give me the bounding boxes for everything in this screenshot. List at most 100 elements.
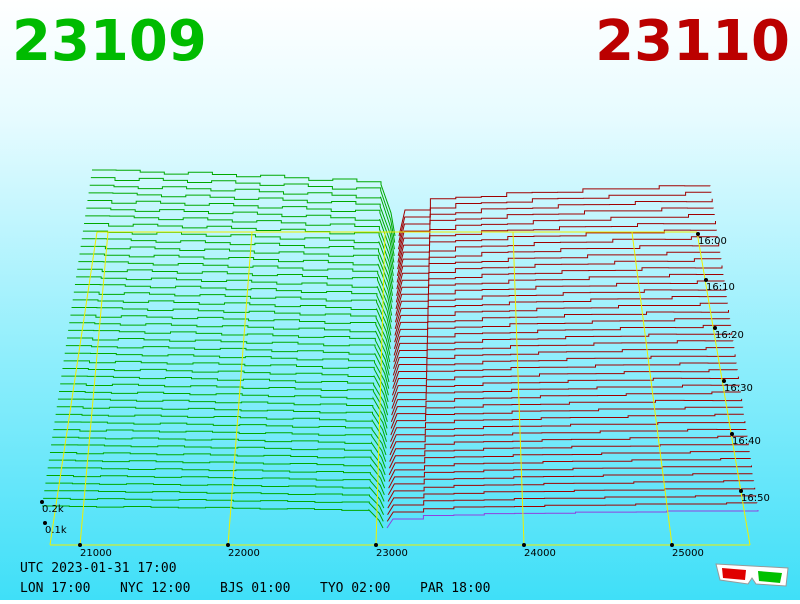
bid-depth-line <box>86 207 395 270</box>
bid-depth-line <box>87 200 395 263</box>
ask-depth-line <box>391 384 740 416</box>
ask-depth-line <box>387 487 756 509</box>
bid-depth-line <box>56 406 388 442</box>
bid-depth-line <box>69 322 391 369</box>
bid-depth-line <box>44 490 384 515</box>
ask-depth-line <box>391 362 737 396</box>
ask-depth-line <box>393 324 732 363</box>
ask-depth-line <box>397 214 715 263</box>
ask-depth-line <box>397 221 716 270</box>
ask-depth-line <box>387 480 755 502</box>
ask-depth-line <box>396 236 719 283</box>
bid-depth-line <box>71 306 391 356</box>
bid-depth-line <box>54 421 387 456</box>
bid-depth-line <box>74 284 392 336</box>
price-grid-line <box>79 231 109 546</box>
bid-depth-line <box>88 192 395 256</box>
ask-depth-line <box>391 376 739 409</box>
ask-depth-line <box>395 273 724 316</box>
bid-depth-line <box>60 383 388 422</box>
ask-depth-line <box>393 310 729 349</box>
bid-depth-line <box>89 184 395 250</box>
bid-depth-line <box>90 177 396 243</box>
bid-depth-line <box>67 337 390 383</box>
ask-price: 23110 <box>595 9 790 74</box>
ask-depth-line <box>389 421 746 449</box>
ask-depth-line <box>394 296 727 336</box>
ask-depth-line <box>386 502 758 522</box>
price-tick-dot <box>522 543 526 547</box>
bid-depth-line <box>42 505 384 529</box>
ask-depth-line <box>392 340 734 376</box>
ask-depth-line <box>388 465 752 489</box>
bid-depth-line <box>68 329 390 376</box>
ask-depth-line <box>396 251 721 296</box>
bid-depth-line <box>77 268 392 323</box>
price-grid-line <box>227 231 253 546</box>
price-tick-label: 24000 <box>524 548 556 559</box>
timezone-clock: TYO 02:00 <box>320 581 390 596</box>
ask-depth-line <box>392 354 736 389</box>
depth-tick-label: 0.1k <box>45 525 67 536</box>
bid-depth-line <box>48 459 386 489</box>
glasses-icon <box>715 563 789 587</box>
timezone-clock: BJS 01:00 <box>220 581 290 596</box>
ask-depth-line <box>394 280 725 323</box>
timezone-clock: LON 17:00 <box>20 581 90 596</box>
depth-mesh <box>42 169 759 529</box>
time-tick-dot <box>704 278 708 282</box>
bid-depth-line <box>81 238 394 296</box>
price-grid-line <box>375 231 386 546</box>
ask-depth-line <box>393 332 733 369</box>
price-tick-label: 22000 <box>228 548 260 559</box>
time-tick-label: 16:30 <box>724 383 753 394</box>
price-tick-dot <box>670 543 674 547</box>
ask-depth-line <box>396 243 720 290</box>
ask-depth-line <box>395 265 723 310</box>
ask-depth-line <box>387 473 753 496</box>
utc-time: UTC 2023-01-31 17:00 <box>20 561 177 576</box>
ask-depth-line <box>396 229 717 276</box>
bid-depth-line <box>59 390 388 429</box>
price-tick-dot <box>78 543 82 547</box>
price-tick-label: 21000 <box>80 548 112 559</box>
time-tick-label: 16:20 <box>715 330 744 341</box>
ask-depth-line <box>388 458 751 482</box>
bid-depth-line <box>84 222 394 283</box>
ask-depth-line <box>392 347 735 383</box>
time-tick-dot <box>696 232 700 236</box>
price-grid-line <box>512 231 525 546</box>
bid-depth-line <box>47 467 385 496</box>
time-tick-dot <box>713 326 717 330</box>
ask-depth-line <box>389 435 748 462</box>
ask-depth-line <box>390 406 744 436</box>
ask-depth-line <box>386 510 759 529</box>
ask-depth-line <box>391 369 738 403</box>
ask-depth-line <box>390 391 741 423</box>
time-tick-dot <box>722 379 726 383</box>
time-tick-dot <box>739 489 743 493</box>
bid-depth-line <box>73 291 392 343</box>
bid-depth-line <box>63 360 389 403</box>
bid-price: 23109 <box>12 9 207 74</box>
bid-depth-line <box>62 368 389 409</box>
bid-depth-line <box>45 482 385 509</box>
bid-depth-line <box>64 352 389 396</box>
ask-depth-line <box>398 191 712 243</box>
bid-depth-line <box>52 436 386 469</box>
bid-depth-line <box>43 497 384 522</box>
ask-depth-line <box>393 318 731 356</box>
bid-depth-line <box>82 230 394 290</box>
ask-depth-line <box>390 398 743 429</box>
price-tick-label: 23000 <box>376 548 408 559</box>
price-tick-dot <box>226 543 230 547</box>
ask-depth-line <box>394 302 728 343</box>
time-tick-label: 16:40 <box>732 436 761 447</box>
bid-depth-line <box>92 169 396 237</box>
bid-depth-line <box>70 314 391 363</box>
timezone-clock: NYC 12:00 <box>120 581 190 596</box>
ask-depth-line <box>397 207 714 257</box>
bid-depth-line <box>51 444 386 476</box>
